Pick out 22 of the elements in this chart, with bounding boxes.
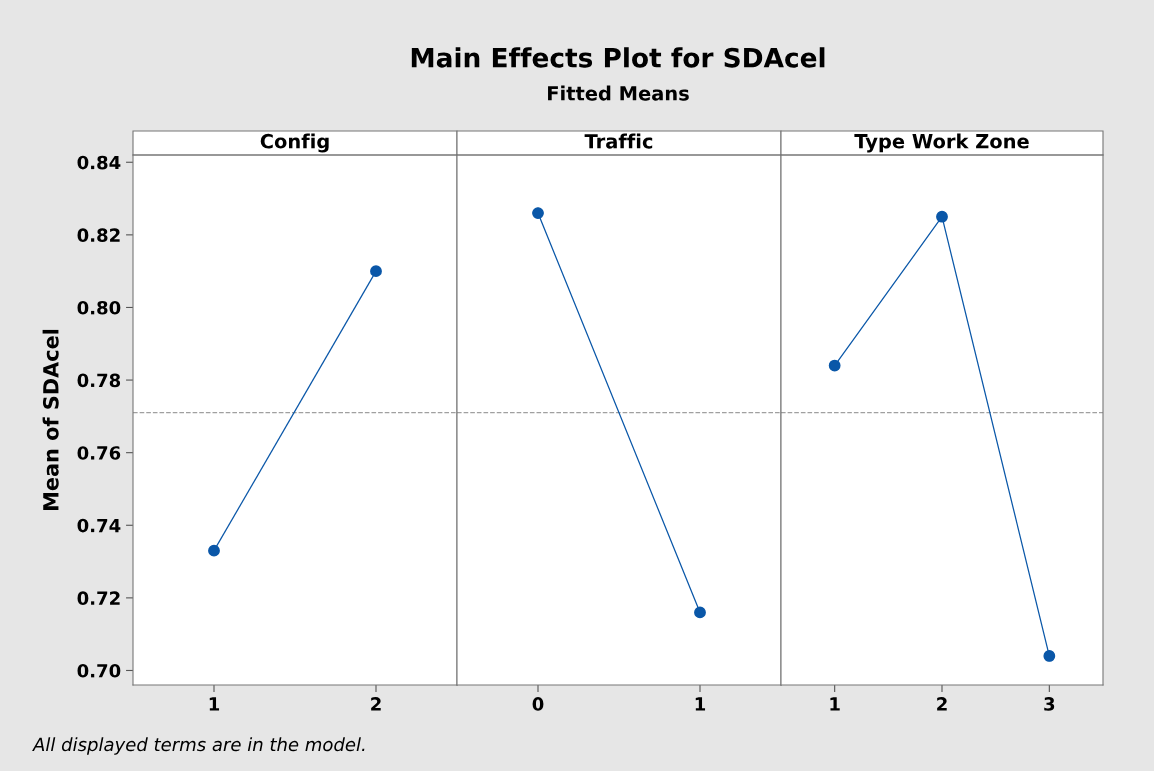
x-tick-label: 2 [371,697,381,711]
y-tick-label: 0.78 [77,373,121,388]
y-tick-label: 0.70 [77,663,121,678]
text: Fitted Means [548,85,689,101]
x-tick-label: 3 [1044,697,1055,711]
x-tick-label: 2 [937,697,947,711]
x-tick-label: 0 [532,697,544,711]
y-tick-label: 0.80 [77,300,121,315]
chart-title: Traffic [584,133,653,149]
x-tick-label: 1 [695,697,706,711]
text: Main Effects Plot for SDAcel [411,47,825,68]
chart-title: Type Work Zone [854,133,1029,153]
y-axis-title: Mean of SDAcel [42,329,59,510]
x-tick-label: 1 [830,697,840,711]
y-tick-label: 0.76 [77,446,121,460]
chart-title: Config [260,133,329,153]
y-tick-label: 0.82 [77,228,120,242]
text: All displayed terms are in the model. [32,737,365,755]
y-tick-label: 0.74 [77,518,121,533]
y-tick-label: 0.84 [77,155,121,170]
x-tick-label: 1 [209,697,220,711]
y-tick-label: 0.72 [77,591,120,605]
